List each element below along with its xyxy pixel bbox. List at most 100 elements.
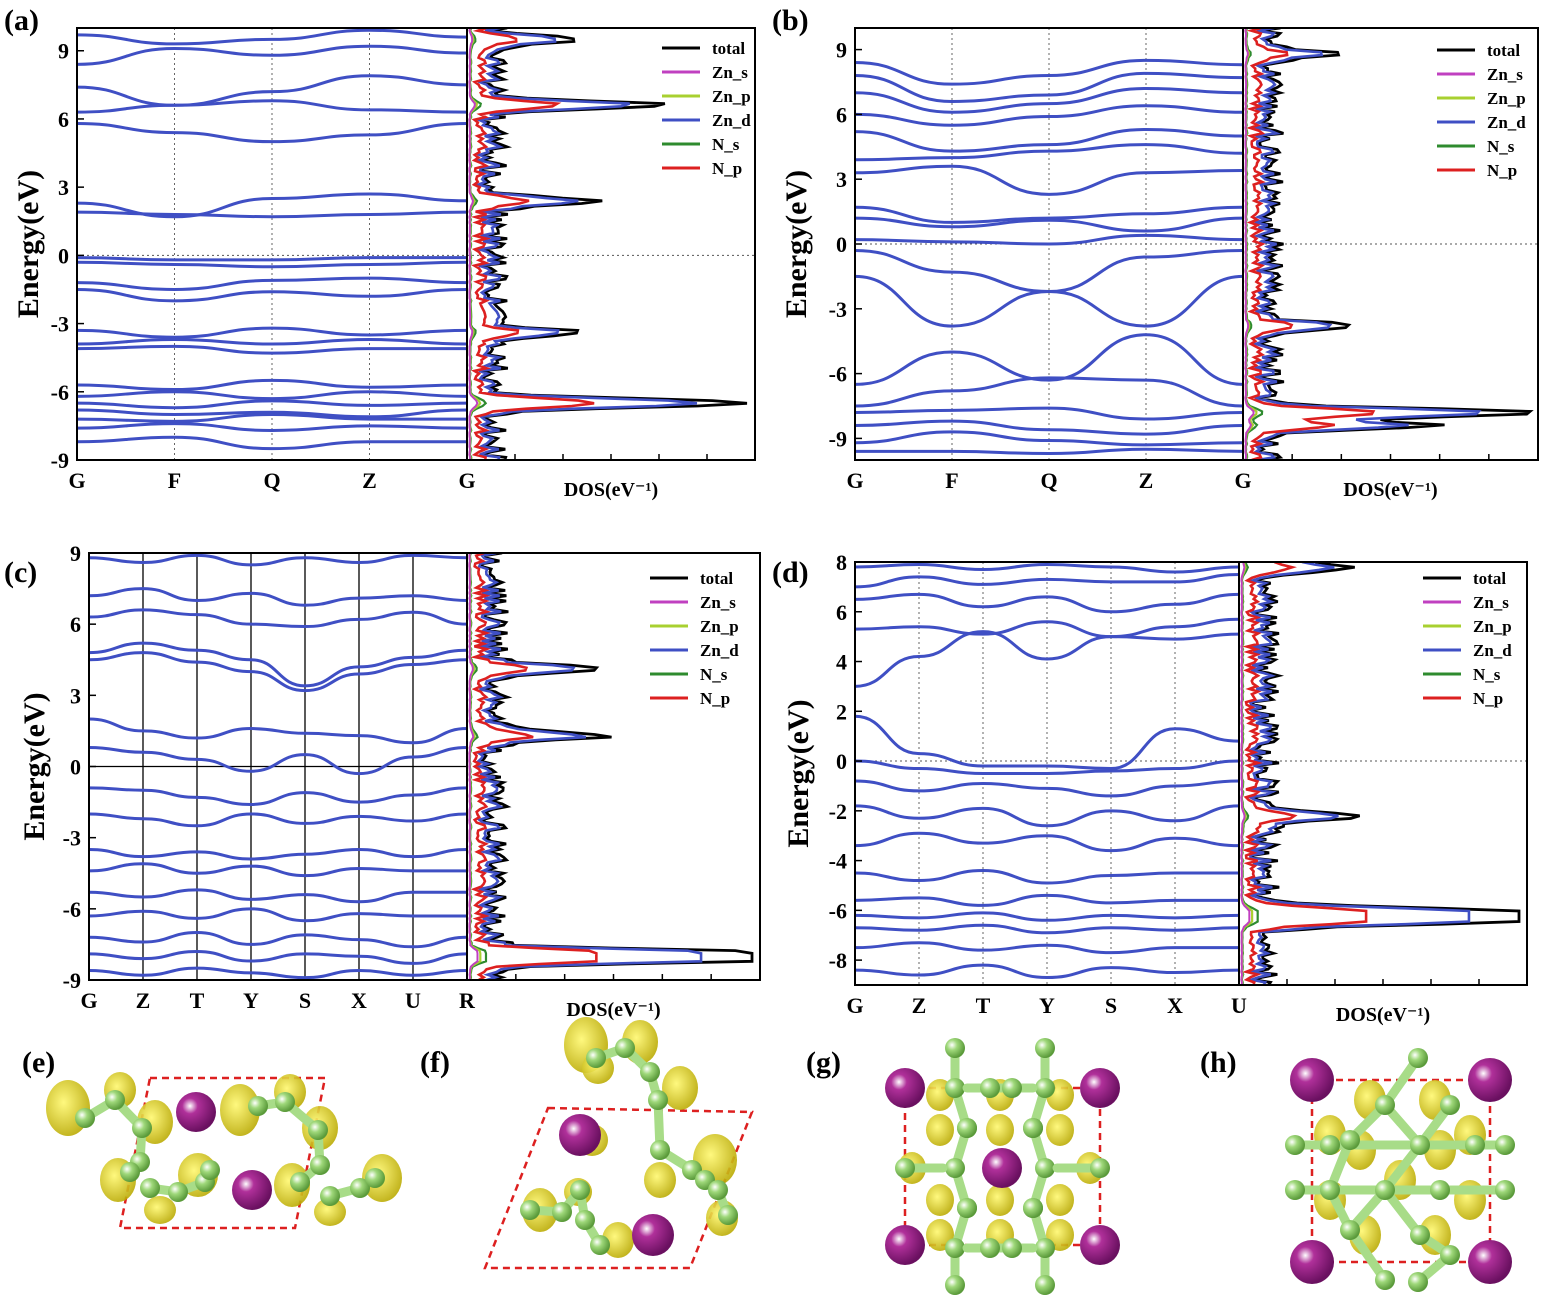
y-axis-label: Energy(eV): [780, 170, 813, 318]
n-atom: [895, 1158, 915, 1178]
y-tick-label: 9: [70, 541, 81, 566]
n-atom: [248, 1096, 268, 1116]
n-atom: [290, 1172, 310, 1192]
band-panel: (d) -8 -6 -4 -2 0 2 4 6 8 G Z T Y S X U Energy(eV) DOS(eV⁻…: [772, 550, 1528, 1026]
kpoint-label: G: [846, 468, 863, 493]
zn-atom: [559, 1114, 601, 1156]
y-tick-label: -6: [829, 362, 847, 387]
zn-atom: [1080, 1068, 1120, 1108]
band-line: [89, 587, 468, 607]
band-line: [855, 419, 1244, 436]
band-line: [77, 260, 468, 269]
kpoint-label: Q: [263, 468, 280, 493]
band-line: [855, 128, 1244, 153]
band-line: [855, 58, 1244, 86]
isosurface-lobe: [314, 1198, 346, 1226]
isosurface-lobe: [220, 1084, 260, 1136]
kpoint-label: Q: [1040, 468, 1057, 493]
isosurface-lobe: [662, 1066, 698, 1110]
legend-entry: N_p: [1487, 161, 1517, 180]
n-atom: [586, 1048, 606, 1068]
band-line: [89, 553, 468, 567]
n-atom: [945, 1038, 965, 1058]
band-line: [89, 966, 468, 980]
n-atom: [980, 1078, 1000, 1098]
panel-label: (g): [806, 1046, 841, 1079]
kpoint-label: U: [1231, 993, 1247, 1018]
kpoint-label: Z: [136, 988, 151, 1013]
kpoint-label: G: [80, 988, 97, 1013]
n-atom: [650, 1140, 670, 1160]
band-line: [855, 233, 1244, 246]
isosurface-lobe: [986, 1184, 1014, 1216]
n-atom: [132, 1118, 152, 1138]
legend-entry: total: [1487, 41, 1520, 60]
legend-entry: Zn_s: [1473, 593, 1509, 612]
dos-zn-s-line: [468, 28, 479, 460]
dos-axis-label: DOS(eV⁻¹): [564, 479, 658, 501]
band-line: [89, 651, 468, 693]
n-atom: [1035, 1275, 1055, 1295]
n-atom: [945, 1275, 965, 1295]
legend-entry: Zn_p: [700, 617, 739, 636]
y-tick-label: 0: [70, 755, 81, 780]
n-atom: [1430, 1180, 1450, 1200]
band-line: [855, 143, 1244, 162]
isosurface-lobe: [1046, 1184, 1074, 1216]
legend-entry: Zn_p: [1473, 617, 1512, 636]
zn-atom: [885, 1225, 925, 1265]
n-atom: [1408, 1272, 1428, 1292]
panel-label: (h): [1200, 1046, 1237, 1079]
n-atom: [1410, 1225, 1430, 1245]
legend-entry: Zn_s: [1487, 65, 1523, 84]
kpoint-label: Z: [912, 993, 927, 1018]
structure-panel: (e): [22, 1046, 402, 1230]
band-panel: (a) -9 -6 -3 0 3 6 9 G F Q Z G Energy(eV) DOS(eV⁻¹) tot…: [4, 4, 756, 501]
band-line: [77, 287, 468, 303]
n-atom: [350, 1178, 370, 1198]
n-atom: [1023, 1118, 1043, 1138]
n-atom: [1375, 1095, 1395, 1115]
y-tick-label: 3: [58, 175, 69, 200]
n-atom: [718, 1205, 738, 1225]
band-line: [89, 812, 468, 828]
bands: [89, 553, 468, 980]
legend-entry: N_s: [1487, 137, 1515, 156]
n-n-bond: [1345, 1225, 1390, 1285]
dos-zn-d-line: [474, 28, 698, 460]
band-line: [89, 608, 468, 629]
n-atom: [1340, 1220, 1360, 1240]
n-atom: [1035, 1238, 1055, 1258]
dos-zn-d-line: [1245, 562, 1471, 985]
y-tick-label: -8: [829, 948, 847, 973]
kpoint-label: T: [976, 993, 991, 1018]
band-line: [77, 408, 468, 419]
kpoint-label: F: [168, 468, 181, 493]
y-tick-label: -6: [63, 897, 81, 922]
zn-atom: [1080, 1225, 1120, 1265]
kpoint-label: G: [458, 468, 475, 493]
y-tick-label: 8: [836, 550, 847, 575]
n-atom: [140, 1178, 160, 1198]
dos-total-line: [1252, 28, 1534, 460]
band-line: [855, 923, 1240, 935]
dos-n-p-line: [470, 553, 598, 980]
dos-n-p-line: [1246, 28, 1376, 460]
band-line: [855, 630, 1240, 688]
isosurface-lobe: [1046, 1114, 1074, 1146]
y-tick-label: -3: [51, 312, 69, 337]
kpoint-label: X: [1167, 993, 1183, 1018]
band-line: [855, 759, 1240, 775]
legend-entry: total: [700, 569, 733, 588]
bands: [77, 28, 468, 451]
n-atom: [1465, 1135, 1485, 1155]
zn-atom: [1468, 1240, 1512, 1284]
band-line: [89, 907, 467, 923]
kpoint-label: T: [190, 988, 205, 1013]
n-atom: [105, 1090, 125, 1110]
n-atom: [120, 1162, 140, 1182]
n-atom: [945, 1238, 965, 1258]
zn-atom: [176, 1092, 216, 1132]
n-atom: [957, 1198, 977, 1218]
band-line: [855, 911, 1240, 922]
